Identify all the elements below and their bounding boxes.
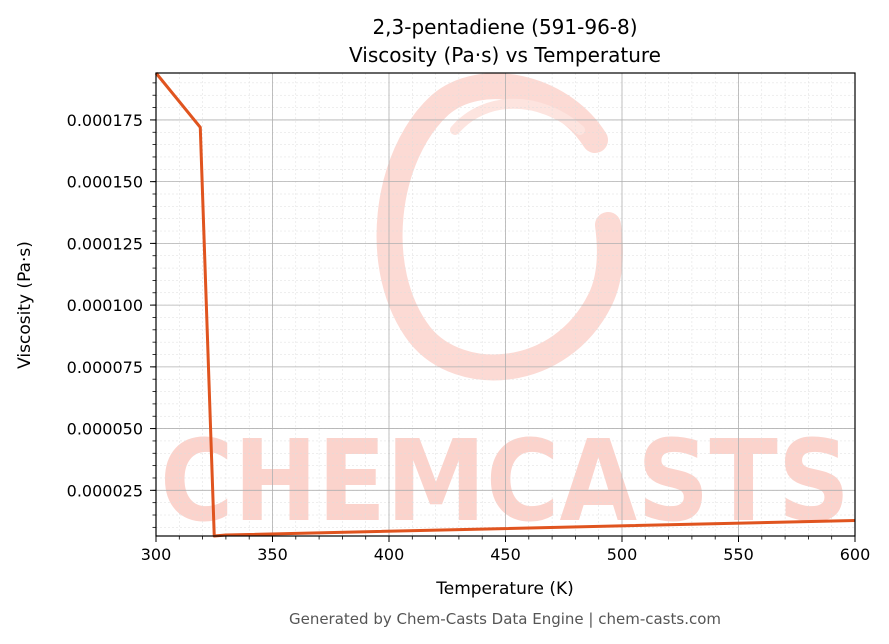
y-tick-label: 0.000100 [67,296,143,315]
x-tick-label: 450 [490,545,521,564]
x-axis-label: Temperature (K) [435,579,574,599]
x-tick-label: 300 [141,545,172,564]
x-tick-label: 350 [257,545,288,564]
chart-title: 2,3-pentadiene (591-96-8) [372,15,637,39]
y-tick-label: 0.000025 [67,481,143,500]
tick-marks [150,82,856,542]
x-tick-label: 550 [723,545,754,564]
x-tick-label: 600 [840,545,871,564]
x-tick-label: 400 [374,545,405,564]
y-axis-label: Viscosity (Pa·s) [15,241,35,369]
chart-subtitle: Viscosity (Pa·s) vs Temperature [349,43,661,67]
y-tick-labels: 0.000025 0.000050 0.000075 0.000100 0.000125… [67,111,143,500]
y-tick-label: 0.000050 [67,420,143,439]
y-tick-label: 0.000125 [67,234,143,253]
watermark: CHEMCASTS [160,73,850,547]
x-tick-label: 500 [607,545,638,564]
watermark-text: CHEMCASTS [160,417,850,547]
x-tick-labels: 300 350 400 450 500 550 600 [141,545,871,564]
watermark-logo-icon [376,73,623,381]
y-tick-label: 0.000075 [67,358,143,377]
y-tick-label: 0.000175 [67,111,143,130]
footer-credit: Generated by Chem-Casts Data Engine | ch… [289,610,721,628]
y-tick-label: 0.000150 [67,173,143,192]
